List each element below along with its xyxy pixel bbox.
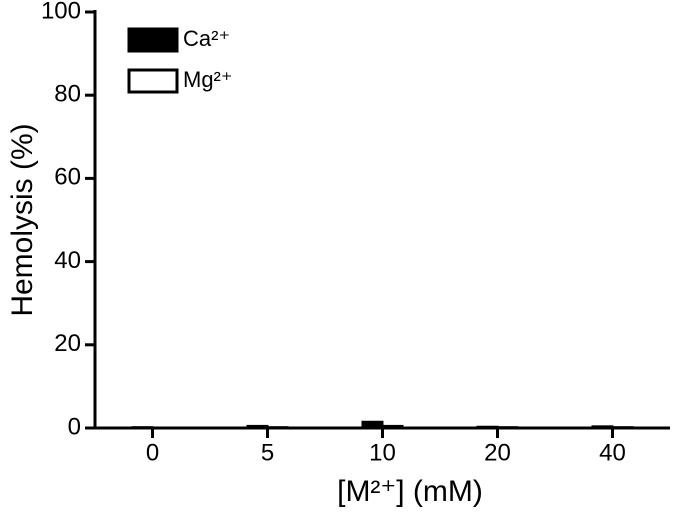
y-tick-label: 100 [41, 0, 81, 24]
x-tick-label: 40 [599, 439, 626, 466]
legend-swatch [127, 27, 179, 53]
y-tick-label: 40 [54, 247, 81, 274]
x-tick-label: 10 [369, 439, 396, 466]
y-tick-label: 0 [68, 413, 81, 440]
y-axis-title: Hemolysis (%) [6, 123, 39, 316]
y-tick-label: 80 [54, 81, 81, 108]
x-axis-title: [M²⁺] (mM) [337, 475, 483, 508]
legend-label: Ca²⁺ [183, 26, 230, 51]
legend-swatch [127, 68, 179, 94]
x-tick-label: 20 [484, 439, 511, 466]
y-tick-label: 20 [54, 330, 81, 357]
legend-label: Mg²⁺ [183, 67, 233, 92]
x-tick-label: 5 [261, 439, 274, 466]
y-tick-label: 60 [54, 164, 81, 191]
x-tick-label: 0 [146, 439, 159, 466]
